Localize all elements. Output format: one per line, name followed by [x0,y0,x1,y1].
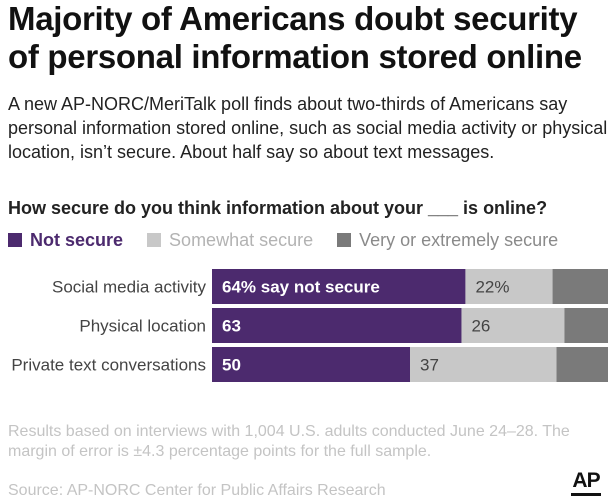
legend-label-not-secure: Not secure [30,230,124,250]
data-label-somewhat-secure-physical-location: 26 [471,317,490,336]
category-label-physical-location: Physical location [79,317,206,336]
footnote: Results based on interviews with 1,004 U… [8,423,570,460]
bar-not-secure-social-media-activity [212,269,466,304]
bar-somewhat-secure-private-text-conversations [410,347,557,382]
legend-item-somewhat-secure: Somewhat secure [147,229,313,251]
chart-subtitle: A new AP-NORC/MeriTalk poll finds about … [8,94,608,162]
legend-item-not-secure: Not secure [8,229,123,251]
ap-logo-letters: AP [572,469,600,492]
data-label-not-secure-physical-location: 63 [222,317,241,336]
data-label-somewhat-secure-social-media-activity: 22% [475,278,509,297]
category-label-social-media-activity: Social media activity [52,278,207,297]
bar-somewhat-secure-social-media-activity [465,269,553,304]
data-label-not-secure-private-text-conversations: 50 [222,356,241,375]
legend-label-very-secure: Very or extremely secure [359,230,559,250]
bar-not-secure-physical-location [212,308,462,343]
stacked-bar-chart: Social media activity 64% say not secure 2… [11,269,608,382]
survey-question: How secure do you think information abou… [8,198,548,218]
data-label-somewhat-secure-private-text-conversations: 37 [420,356,439,375]
ap-logo-rule [571,493,601,496]
chart-title: Majority of Americans doubt security of … [8,0,582,75]
bar-very-or-extremely-secure-social-media-activity [552,269,608,304]
legend-swatch-very-secure [337,233,352,247]
ap-logo: AP [566,470,606,500]
legend: Not secure Somewhat secure Very or extre… [8,229,608,251]
legend-label-somewhat-secure: Somewhat secure [169,230,314,250]
legend-swatch-not-secure [8,233,22,247]
bar-not-secure-private-text-conversations [212,347,410,382]
bar-very-or-extremely-secure-physical-location [564,308,608,343]
data-label-not-secure-social-media-activity: 64% say not secure [222,278,380,297]
category-label-private-text-conversations: Private text conversations [11,356,206,375]
legend-item-very-secure: Very or extremely secure [337,229,558,251]
bar-very-or-extremely-secure-private-text-conversations [556,347,608,382]
source-note: Source: AP-NORC Center for Public Affair… [8,482,386,499]
legend-swatch-somewhat-secure [147,233,162,247]
bar-somewhat-secure-physical-location [461,308,565,343]
